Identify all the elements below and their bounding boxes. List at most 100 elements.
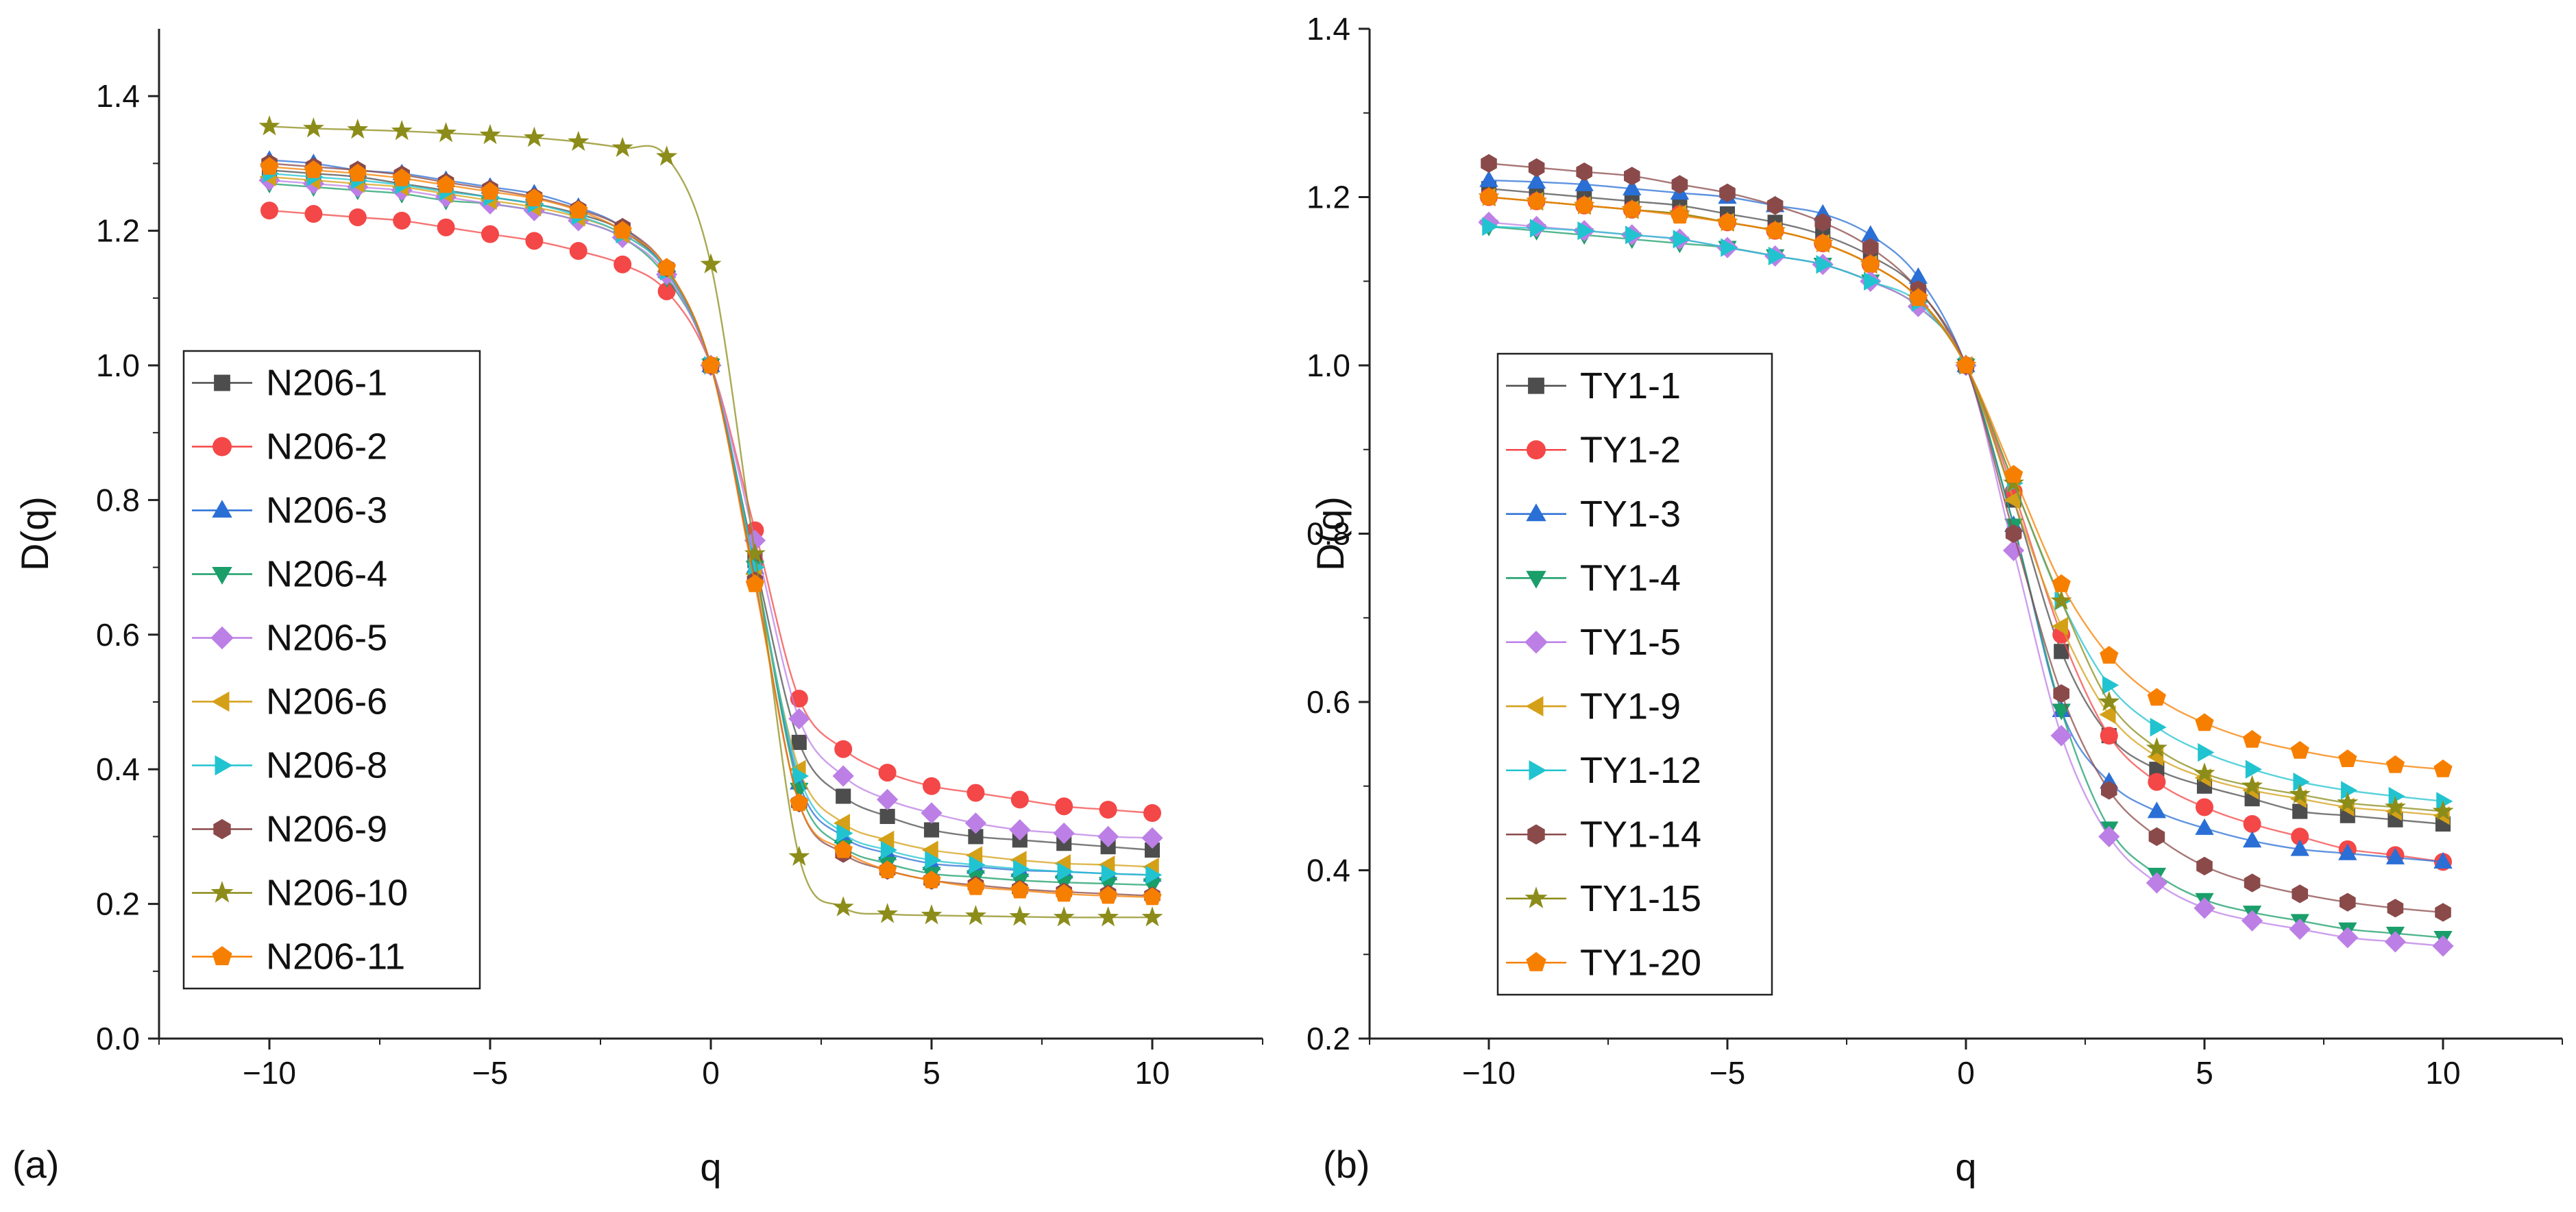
y-tick-label: 1.2 <box>1307 180 1350 215</box>
data-point <box>2050 590 2072 610</box>
data-point <box>1766 221 1785 239</box>
data-point <box>832 765 854 787</box>
data-point <box>879 808 895 824</box>
data-point <box>2194 762 2215 783</box>
x-tick-label: 5 <box>2196 1055 2213 1091</box>
legend-marker <box>1527 440 1546 460</box>
data-point <box>656 145 678 166</box>
data-point <box>2289 783 2311 804</box>
y-tick-label: 0.8 <box>96 482 140 518</box>
data-point <box>921 802 943 824</box>
data-point <box>1101 864 1118 884</box>
data-point <box>834 740 853 758</box>
legend-marker <box>1526 503 1546 522</box>
data-point <box>1670 206 1689 224</box>
data-point <box>923 822 940 838</box>
data-point <box>2433 851 2453 869</box>
data-point <box>1766 196 1784 215</box>
data-point <box>2196 798 2213 816</box>
data-point <box>1009 819 1031 841</box>
legend-label: N206-5 <box>266 618 387 659</box>
data-point <box>347 119 369 139</box>
legend-marker <box>212 437 232 457</box>
legend-item: N206-5 <box>192 618 387 659</box>
chart-panel-b: 0.2 0.4 0.6 0.8 1.0 1.2 1.4 −10 −5 0 5 10 q D(q) (b) TY… <box>1307 11 2563 1189</box>
data-point <box>1768 246 1785 266</box>
data-point <box>2436 792 2453 811</box>
legend-item: N206-10 <box>192 873 408 914</box>
data-point <box>2102 675 2119 695</box>
data-point <box>1625 226 1642 245</box>
legend-marker <box>211 691 230 712</box>
data-point <box>1013 859 1030 879</box>
data-point <box>2290 740 2309 759</box>
data-point <box>921 904 943 925</box>
data-point <box>2291 827 2309 846</box>
series-N206-10 <box>258 115 1163 927</box>
data-point <box>348 163 367 182</box>
data-point <box>2388 786 2405 806</box>
data-point <box>2384 931 2406 953</box>
legend-marker <box>210 881 234 903</box>
legend-label: N206-1 <box>266 363 387 404</box>
legend-label: TY1-1 <box>1580 365 1681 407</box>
data-point <box>1527 191 1546 210</box>
data-point <box>2242 831 2262 848</box>
legend-item: N206-6 <box>192 681 387 723</box>
data-point <box>258 115 280 136</box>
legend-marker <box>1525 696 1544 716</box>
legend-label: N206-6 <box>266 681 387 723</box>
legend-item: TY1-15 <box>1506 878 1701 919</box>
data-point <box>1099 886 1118 904</box>
y-tick-label: 0.4 <box>96 751 140 787</box>
data-point <box>304 160 323 178</box>
legend-item: N206-1 <box>192 363 387 404</box>
data-point <box>525 232 544 250</box>
data-point <box>1053 906 1075 927</box>
data-point <box>1671 175 1688 194</box>
data-point <box>613 255 632 274</box>
panel-tag: (b) <box>1323 1143 1370 1186</box>
legend-item: N206-8 <box>192 745 387 786</box>
legend-box <box>1496 352 1773 996</box>
x-tick-label: 10 <box>2425 1055 2460 1091</box>
legend-marker <box>215 755 233 776</box>
series-TY1-14 <box>1481 154 2451 922</box>
legend-label: TY1-14 <box>1580 814 1701 855</box>
data-point <box>2098 690 2120 712</box>
data-point <box>700 253 722 274</box>
legend-item: TY1-4 <box>1506 557 1681 598</box>
data-point <box>1864 271 1881 291</box>
legend-item: TY1-20 <box>1506 942 1701 983</box>
x-tick-label: −10 <box>243 1055 296 1091</box>
data-point <box>569 242 587 260</box>
legend-marker <box>214 374 230 391</box>
data-point <box>1010 880 1030 899</box>
series-line <box>269 209 1153 814</box>
legend-label: TY1-2 <box>1580 429 1681 470</box>
data-point <box>1097 906 1119 927</box>
data-point <box>2195 818 2214 835</box>
data-point <box>1908 267 1928 284</box>
data-point <box>2098 825 2120 847</box>
data-point <box>2337 927 2359 949</box>
data-point <box>1575 174 1594 191</box>
data-point <box>2100 646 2119 664</box>
x-tick-label: −5 <box>472 1055 508 1091</box>
y-tick-label: 0.8 <box>1307 516 1350 552</box>
data-point <box>1861 225 1880 242</box>
data-point <box>2198 743 2215 762</box>
data-point <box>788 707 810 730</box>
data-point <box>2148 773 2166 791</box>
data-point <box>2337 792 2359 812</box>
data-point <box>524 189 544 206</box>
data-point <box>925 851 942 870</box>
data-point <box>2101 781 2117 800</box>
data-point <box>833 814 850 833</box>
series-line <box>1488 162 2444 914</box>
data-point <box>1481 154 1497 173</box>
legend-label: N206-3 <box>266 490 387 531</box>
y-axis-label: D(q) <box>13 496 56 571</box>
data-point <box>437 218 455 237</box>
data-point <box>2146 872 2167 894</box>
